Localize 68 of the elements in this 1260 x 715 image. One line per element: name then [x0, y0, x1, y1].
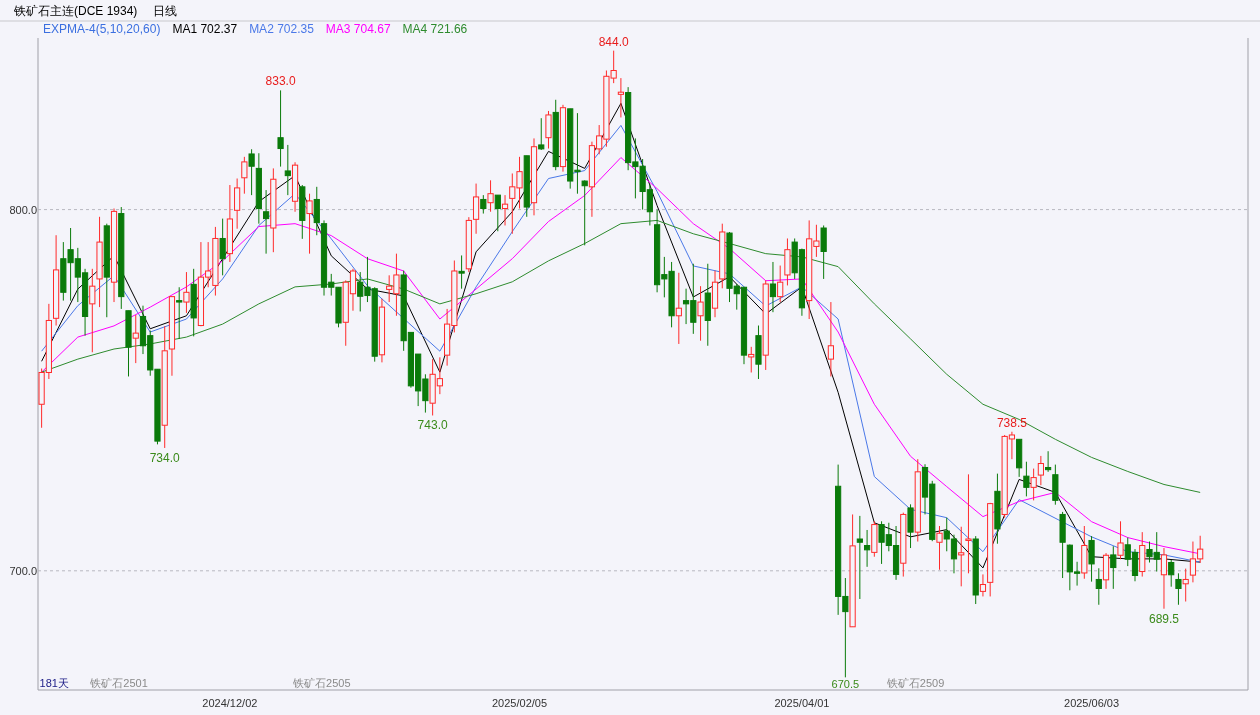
- candlestick: [132, 314, 139, 364]
- annotation: 铁矿石2501: [89, 677, 148, 689]
- annotation: 833.0: [265, 74, 296, 89]
- candlestick: [581, 179, 588, 246]
- candlestick: [277, 89, 284, 168]
- candlestick: [183, 271, 190, 314]
- candlestick: [979, 573, 987, 597]
- candlestick: [1182, 568, 1189, 602]
- title: 铁矿石主连(DCE 1934): [14, 4, 138, 18]
- x-tick-label: 2025/06/03: [1064, 697, 1120, 709]
- candlestick: [777, 265, 784, 303]
- annotation: 844.0: [598, 34, 629, 49]
- annotation: 铁矿石2509: [885, 677, 945, 689]
- candlestick: [863, 529, 871, 568]
- y-tick-label: 800.0: [9, 203, 37, 216]
- x-tick-label: 2024/12/02: [202, 697, 258, 709]
- candlestick: [958, 526, 965, 587]
- candlestick: [965, 473, 972, 574]
- candlestick: [617, 77, 624, 118]
- candlestick: [827, 301, 834, 377]
- candlestick: [1088, 535, 1095, 583]
- x-tick-label: 2025/04/01: [774, 697, 830, 709]
- candlestick: [1030, 468, 1037, 501]
- annotation: 743.0: [417, 418, 448, 433]
- annotation: 铁矿石2505: [292, 677, 351, 689]
- candlestick: [1168, 559, 1175, 588]
- candlestick: [820, 224, 827, 280]
- candlestick: [176, 286, 183, 340]
- candlestick: [769, 261, 777, 313]
- candlestick: [494, 194, 501, 232]
- candlestick: [501, 194, 509, 226]
- annotation: 734.0: [149, 450, 181, 465]
- candlestick: [248, 148, 255, 196]
- candlestick: [284, 144, 291, 196]
- subtitle: 日线: [153, 4, 178, 18]
- candlestick: [675, 272, 682, 345]
- candlestick: [219, 218, 226, 276]
- annotation: 181天: [39, 677, 69, 689]
- candlestick: [1095, 567, 1102, 606]
- candlestick: [748, 346, 755, 373]
- candlestick: [1160, 547, 1168, 610]
- annotation: 689.5: [1148, 611, 1180, 626]
- candlestick: [1037, 455, 1044, 486]
- annotation: 670.5: [831, 678, 860, 690]
- candlestick: [487, 179, 494, 213]
- candlestick: [545, 110, 552, 150]
- x-tick-label: 2025/02/05: [491, 697, 548, 709]
- candlestick: [1045, 450, 1052, 473]
- candlestick: [313, 186, 320, 236]
- candlestick: [241, 156, 248, 195]
- candlestick: [89, 268, 96, 353]
- candlestick: [697, 285, 704, 342]
- candlestick: [856, 515, 863, 600]
- candlestick: [472, 183, 480, 235]
- candlestick: [1175, 572, 1182, 606]
- candlestick: [306, 193, 313, 255]
- candlestick: [538, 117, 545, 151]
- candlestick: [936, 525, 943, 571]
- candlestick: [1023, 461, 1030, 497]
- candlestick: [262, 189, 270, 255]
- legend: EXPMA-4(5,10,20,60) MA1 702.37 MA2 702.35 MA3 704.67 MA4 721.66: [43, 22, 468, 36]
- candlestick: [234, 178, 241, 230]
- candlestick: [1110, 545, 1117, 590]
- candlestick: [458, 254, 465, 290]
- y-tick-label: 700.0: [9, 564, 37, 577]
- candlestick: [480, 194, 487, 215]
- annotation: 738.5: [996, 415, 1028, 430]
- candlestick: [1117, 520, 1124, 560]
